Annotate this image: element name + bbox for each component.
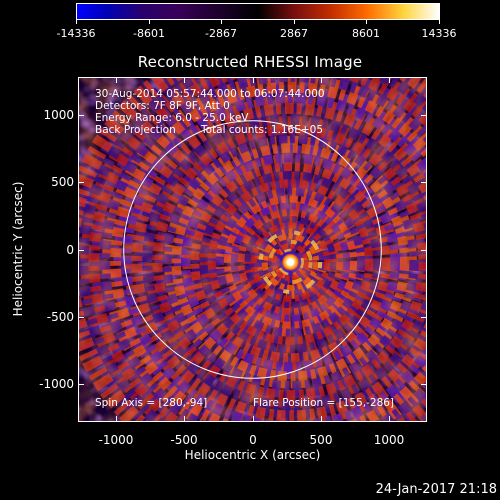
y-axis-tick [421, 115, 427, 116]
x-axis-tick [253, 77, 254, 83]
colorbar-tick [76, 20, 77, 24]
y-axis-label: Heliocentric Y (arcsec) [11, 181, 25, 317]
y-tick-label: 1000 [43, 108, 74, 122]
colorbar-tick [439, 20, 440, 24]
reconstructed-image [79, 78, 426, 421]
colorbar-tick-label: -8601 [133, 27, 165, 40]
x-axis-tick [321, 416, 322, 422]
colorbar-tick-label: 2867 [280, 27, 308, 40]
annotation-spin-axis: Spin Axis = [280,-94] [95, 397, 208, 409]
x-tick-label: 0 [249, 433, 257, 447]
source-layer [281, 253, 300, 272]
x-axis-tick [184, 77, 185, 83]
colorbar-tick [366, 20, 367, 24]
y-tick-label: -500 [46, 310, 74, 324]
colorbar-tick [149, 20, 150, 24]
x-axis-tick [116, 77, 117, 83]
y-axis-tick [421, 182, 427, 183]
y-axis-tick [78, 115, 84, 116]
annotation-time-range: 30-Aug-2014 05:57:44.000 to 06:07:44.000 [95, 88, 325, 100]
y-tick-label: 500 [51, 175, 74, 189]
flare-source [286, 258, 294, 266]
y-axis-tick [78, 384, 84, 385]
annotation-flare-position: Flare Position = [155,-286] [253, 397, 395, 409]
colorbar-tick [294, 20, 295, 24]
colorbar-tick-label: 14336 [421, 27, 457, 40]
x-axis-tick [184, 416, 185, 422]
annotation-detectors: Detectors: 7F 8F 9F, Att 0 [95, 100, 230, 112]
x-tick-label: 1000 [373, 433, 405, 447]
colorbar-tick-label: -14336 [56, 27, 96, 40]
x-tick-label: -1000 [98, 433, 134, 447]
y-axis-tick [78, 250, 84, 251]
annotation-energy-range: Energy Range: 6.0 - 25.0 keV [95, 112, 249, 124]
x-axis-tick [116, 416, 117, 422]
y-axis-tick [78, 182, 84, 183]
colorbar-tick-label: -2867 [205, 27, 237, 40]
x-axis-tick [389, 77, 390, 83]
annotation-total-counts: Total counts: 1.16E+05 [201, 124, 324, 136]
y-axis-tick [421, 317, 427, 318]
annotation-method: Back Projection [95, 124, 176, 136]
x-axis-label: Heliocentric X (arcsec) [184, 448, 321, 462]
image-texture-red [79, 78, 426, 421]
x-tick-label: -500 [170, 433, 198, 447]
y-axis-tick [421, 250, 427, 251]
y-axis-tick [421, 384, 427, 385]
plot-title: Reconstructed RHESSI Image [137, 53, 363, 71]
colorbar-gradient [76, 3, 440, 20]
colorbar-tick [221, 20, 222, 24]
x-axis-tick [389, 416, 390, 422]
x-axis-tick [253, 416, 254, 422]
y-tick-label: 0 [66, 243, 74, 257]
colorbar-tick-label: 8601 [352, 27, 380, 40]
image-panel: 30-Aug-2014 05:57:44.000 to 06:07:44.000… [78, 77, 427, 422]
y-tick-label: -1000 [39, 377, 74, 391]
y-axis-tick [78, 317, 84, 318]
solar-limb [123, 120, 382, 379]
x-tick-label: 500 [309, 433, 333, 447]
plot-timestamp: 24-Jan-2017 21:18 [375, 482, 497, 497]
x-axis-tick [321, 77, 322, 83]
limb-layer [123, 120, 382, 379]
